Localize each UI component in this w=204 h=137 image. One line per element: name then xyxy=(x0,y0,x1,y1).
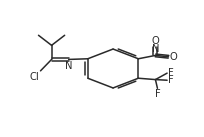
Text: F: F xyxy=(168,68,174,78)
Text: Cl: Cl xyxy=(30,72,40,82)
Text: F: F xyxy=(155,89,160,99)
Text: F: F xyxy=(168,75,174,85)
Text: N: N xyxy=(65,61,72,71)
Text: O: O xyxy=(152,36,159,46)
Text: O: O xyxy=(170,52,177,62)
Text: N: N xyxy=(152,44,159,54)
